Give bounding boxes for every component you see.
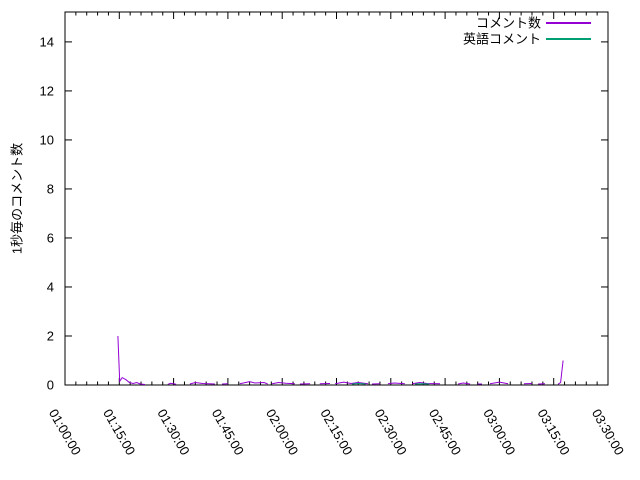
series-line-comments — [272, 381, 295, 385]
x-tick-label: 02:30:00 — [372, 406, 410, 457]
series-line-comments — [239, 381, 268, 385]
series-line-comments — [557, 360, 564, 385]
y-tick-label: 0 — [47, 378, 54, 393]
x-tick-label: 02:00:00 — [263, 406, 301, 457]
y-axis-title: 1秒毎のコメント数 — [10, 143, 25, 254]
x-tick-label: 01:30:00 — [154, 406, 192, 457]
series-line-comments — [458, 382, 471, 385]
x-tick-label: 01:45:00 — [209, 406, 247, 457]
y-tick-label: 6 — [47, 230, 54, 245]
series-line-comments — [387, 382, 405, 385]
plot-border — [64, 11, 609, 386]
series-line-comments — [335, 381, 369, 385]
y-tick-label: 12 — [40, 83, 54, 98]
series-line-comments — [117, 335, 146, 385]
series-line-comments — [189, 381, 215, 385]
x-tick-label: 03:30:00 — [589, 406, 627, 457]
y-tick-label: 4 — [47, 279, 54, 294]
series-line-english-comments — [352, 382, 366, 385]
series-line-comments — [412, 381, 441, 385]
series-line-comments — [489, 381, 509, 385]
legend-label: コメント数 — [476, 16, 541, 31]
legend-label: 英語コメント — [463, 32, 541, 47]
y-tick-label: 14 — [40, 34, 54, 49]
x-tick-label: 02:45:00 — [426, 406, 464, 457]
y-tick-label: 10 — [40, 132, 54, 147]
series-line-comments — [167, 382, 177, 385]
x-tick-label: 02:15:00 — [317, 406, 355, 457]
x-tick-label: 03:15:00 — [535, 406, 573, 457]
x-tick-label: 01:00:00 — [46, 406, 84, 457]
y-tick-label: 8 — [47, 181, 54, 196]
x-tick-label: 01:15:00 — [100, 406, 138, 457]
x-tick-label: 03:00:00 — [480, 406, 518, 457]
y-tick-label: 2 — [47, 328, 54, 343]
